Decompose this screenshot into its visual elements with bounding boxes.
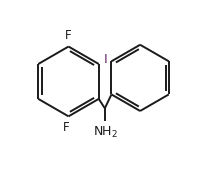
Text: I: I (104, 53, 107, 66)
Text: F: F (63, 121, 70, 134)
Text: NH$_2$: NH$_2$ (93, 124, 118, 139)
Text: F: F (65, 28, 72, 42)
